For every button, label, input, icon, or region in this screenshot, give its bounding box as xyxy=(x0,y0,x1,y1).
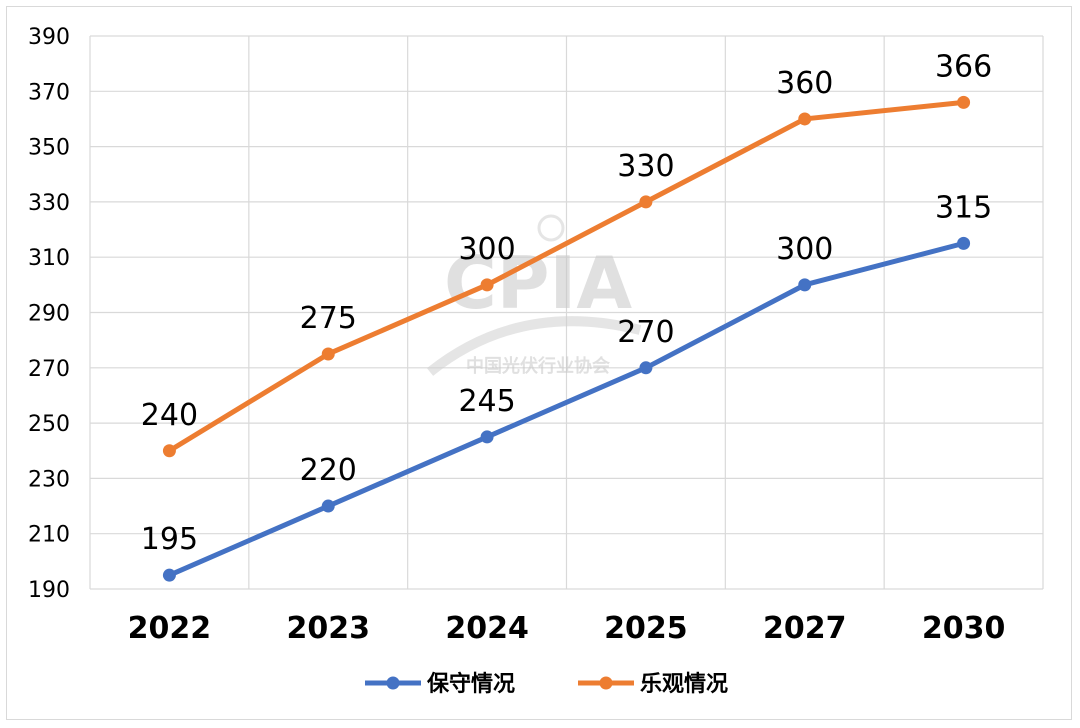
data-label: 240 xyxy=(141,398,198,433)
x-tick-label: 2023 xyxy=(287,611,371,646)
data-point xyxy=(480,278,494,292)
data-label: 366 xyxy=(935,49,992,84)
x-tick-label: 2022 xyxy=(128,611,212,646)
chart-frame xyxy=(6,6,1072,720)
y-tick-label: 370 xyxy=(28,80,70,105)
x-tick-label: 2030 xyxy=(922,611,1006,646)
y-tick-label: 250 xyxy=(28,412,70,437)
y-tick-label: 390 xyxy=(28,25,70,50)
data-point xyxy=(957,95,971,109)
cpia-watermark: CPIA 中国光伏行业协会 xyxy=(426,214,642,377)
data-point xyxy=(639,195,653,209)
data-label: 300 xyxy=(458,232,515,267)
legend-item: 保守情况 xyxy=(365,671,515,697)
x-tick-label: 2025 xyxy=(604,611,688,646)
legend-swatch-marker xyxy=(386,676,400,690)
data-label: 300 xyxy=(776,232,833,267)
y-axis-ticks: 190 210 230 250 270 290 310 330 350 370 390 xyxy=(28,25,70,603)
sun-icon xyxy=(537,214,565,242)
legend-label: 乐观情况 xyxy=(640,671,728,697)
legend-swatch-marker xyxy=(599,676,613,690)
data-point xyxy=(957,236,971,250)
x-tick-label: 2027 xyxy=(763,611,847,646)
x-axis-ticks: 2022 2023 2024 2025 2027 2030 xyxy=(128,611,1006,646)
data-point xyxy=(162,444,176,458)
data-label: 245 xyxy=(458,384,515,419)
data-point xyxy=(639,361,653,375)
series-conservative: 195 220 245 270 300 315 xyxy=(141,190,992,582)
series-line xyxy=(166,240,967,578)
data-label: 360 xyxy=(776,66,833,101)
y-tick-label: 290 xyxy=(28,302,70,327)
legend-item: 乐观情况 xyxy=(578,671,728,697)
data-label: 220 xyxy=(300,453,357,488)
y-tick-label: 330 xyxy=(28,191,70,216)
series-line xyxy=(166,99,967,454)
data-point xyxy=(798,278,812,292)
watermark-subtitle: 中国光伏行业协会 xyxy=(466,355,610,377)
data-point xyxy=(798,112,812,126)
data-point xyxy=(321,499,335,513)
data-point xyxy=(321,347,335,361)
data-label: 195 xyxy=(141,522,198,557)
data-point xyxy=(162,568,176,582)
data-point xyxy=(480,430,494,444)
y-tick-label: 350 xyxy=(28,136,70,161)
data-label: 275 xyxy=(300,301,357,336)
data-label: 330 xyxy=(617,149,674,184)
legend-label: 保守情况 xyxy=(426,671,515,697)
data-label: 270 xyxy=(617,315,674,350)
y-tick-label: 310 xyxy=(28,246,70,271)
y-tick-label: 210 xyxy=(28,523,70,548)
watermark-logo: CPIA xyxy=(444,241,632,325)
data-label: 315 xyxy=(935,190,992,225)
grid-lines xyxy=(89,35,1044,590)
legend: 保守情况 乐观情况 xyxy=(365,671,728,697)
x-tick-label: 2024 xyxy=(445,611,529,646)
series-optimistic: 240 275 300 330 360 366 xyxy=(141,49,992,458)
y-tick-label: 190 xyxy=(28,578,70,603)
series-layer: 195 220 245 270 300 315 240 275 300 330 360 366 xyxy=(141,49,992,582)
y-tick-label: 270 xyxy=(28,357,70,382)
y-tick-label: 230 xyxy=(28,467,70,492)
